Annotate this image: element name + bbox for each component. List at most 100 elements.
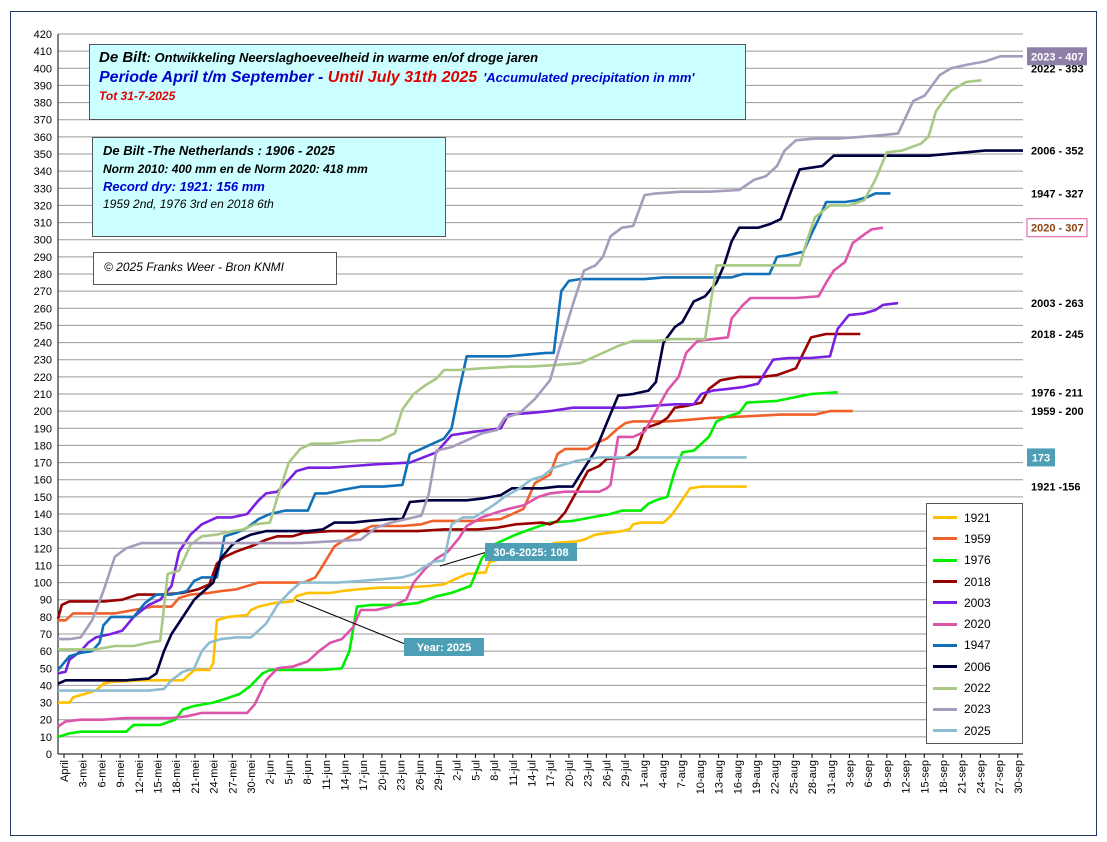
x-tick-label: 31-aug [826,760,838,794]
x-tick-label: April [59,760,71,782]
end-label-2018: 2018 - 245 [1031,329,1084,341]
x-tick-label: 26-jul [601,760,613,787]
x-tick-label: 27-sep [994,760,1006,794]
end-label-2020: 2020 - 307 [1031,223,1084,235]
annotation-year-box [404,638,484,656]
x-tick-label: 30-sep [1013,760,1025,794]
legend-swatch [933,558,957,562]
x-tick-label: 30-mei [246,760,258,794]
x-tick-label: 19-aug [751,760,763,794]
end-label-2006: 2006 - 352 [1031,146,1084,158]
x-tick-label: 4-aug [657,760,669,788]
x-tick-label: 5-jul [470,760,482,781]
x-tick-label: 10-aug [695,760,707,794]
legend-swatch [933,729,957,733]
end-label-2025: 173 [1032,452,1050,464]
x-tick-label: 2-jul [452,760,464,781]
x-tick-label: 8-jul [489,760,501,781]
x-tick-label: 24-mei [209,760,221,794]
x-tick-label: 26-jun [414,760,426,791]
y-axis: 0 10 20 30 40 50 60 70 80 90 100 110 120 130 140 150 160… [34,29,52,761]
x-tick-label: 15-sep [919,760,931,794]
x-tick-label: 27-mei [227,760,239,794]
x-tick-label: 11-jul [508,760,520,786]
y-tick-label: 140 [34,509,52,521]
y-tick-label: 420 [34,29,52,41]
annotation-june30-label: 30-6-2025: 108 [493,547,568,559]
y-tick-label: 270 [34,286,52,298]
legend-item-2022: 2022 [933,677,1016,698]
legend-item-2025: 2025 [933,720,1016,741]
legend-swatch [933,686,957,690]
legend-label: 1921 [964,510,991,525]
info-line-1: De Bilt -The Netherlands : 1906 - 2025 [103,143,335,158]
x-tick-label: 29-jun [433,760,445,791]
x-tick-label: 12-mei [134,760,146,794]
y-tick-label: 250 [34,320,52,332]
legend-label: 2006 [964,659,991,674]
x-tick-label: 14-jun [340,760,352,791]
x-tick-label: 20-jun [377,760,389,791]
legend-item-2006: 2006 [933,656,1016,677]
legend-item-2003: 2003 [933,592,1016,613]
y-tick-label: 320 [34,200,52,212]
y-tick-label: 10 [40,732,52,744]
y-tick-label: 210 [34,389,52,401]
legend-item-1959: 1959 [933,528,1016,549]
x-tick-label: 25-aug [788,760,800,794]
series-layer [56,55,1023,739]
info-line-4: 1959 2nd, 1976 3rd en 2018 6th [103,197,274,211]
legend-swatch [933,643,957,647]
end-label-1921: 1921 -156 [1031,482,1081,494]
y-tick-label: 260 [34,303,52,315]
y-tick-label: 120 [34,543,52,555]
legend-label: 2023 [964,702,991,717]
x-axis: April 3-mei 6-mei 9-mei 12-mei 15-mei 18-mei 21… [59,754,1025,794]
y-tick-label: 0 [46,749,52,761]
annotation-pointer-june30 [439,551,488,567]
x-tick-label: 6-sep [863,760,875,788]
y-tick-label: 330 [34,183,52,195]
grid-layer [57,33,1023,755]
legend-item-2018: 2018 [933,571,1016,592]
legend-swatch [933,707,957,711]
x-tick-label: 14-jul [527,760,539,787]
x-tick-label: 1-aug [639,760,651,788]
x-tick-label: 8-jun [302,760,314,784]
x-tick-label: 9-mei [115,760,127,788]
y-tick-label: 360 [34,132,52,144]
legend-swatch [933,622,957,626]
series-line-1921 [58,485,747,704]
title-line-1: De Bilt: Ontwikkeling Neerslaghoeveelhei… [99,49,736,66]
annotation-june30-box [485,543,577,561]
y-tick-label: 390 [34,80,52,92]
legend-swatch [933,580,957,584]
x-tick-label: 15-mei [153,760,165,794]
x-tick-label: 18-mei [171,760,183,794]
x-tick-label: 28-aug [807,760,819,794]
legend-label: 2003 [964,595,991,610]
copyright-text: © 2025 Franks Weer - Bron KNMI [104,260,285,274]
x-tick-label: 20-jul [564,760,576,787]
end-label-2023: 2023 - 407 [1031,51,1084,63]
legend-label: 2018 [964,574,991,589]
info-line-3: Record dry: 1921: 156 mm [103,179,265,194]
y-tick-label: 280 [34,269,52,281]
y-tick-label: 410 [34,46,52,58]
info-line-2: Norm 2010: 400 mm en de Norm 2020: 418 m… [103,162,368,176]
title-period: Periode April t/m September - [99,69,328,86]
x-tick-label: 24-sep [975,760,987,794]
series-line-2022 [58,79,982,651]
x-tick-label: 5-jun [283,760,295,784]
y-tick-label: 230 [34,355,52,367]
y-tick-label: 60 [40,646,52,658]
series-line-2023 [58,55,1023,641]
legend-label: 2025 [964,723,991,738]
y-tick-label: 100 [34,578,52,590]
series-line-2006 [57,149,1023,685]
y-tick-label: 370 [34,115,52,127]
annotation-pointer-year [295,599,411,647]
legend-swatch [933,601,957,605]
x-tick-label: 23-jul [583,760,595,787]
